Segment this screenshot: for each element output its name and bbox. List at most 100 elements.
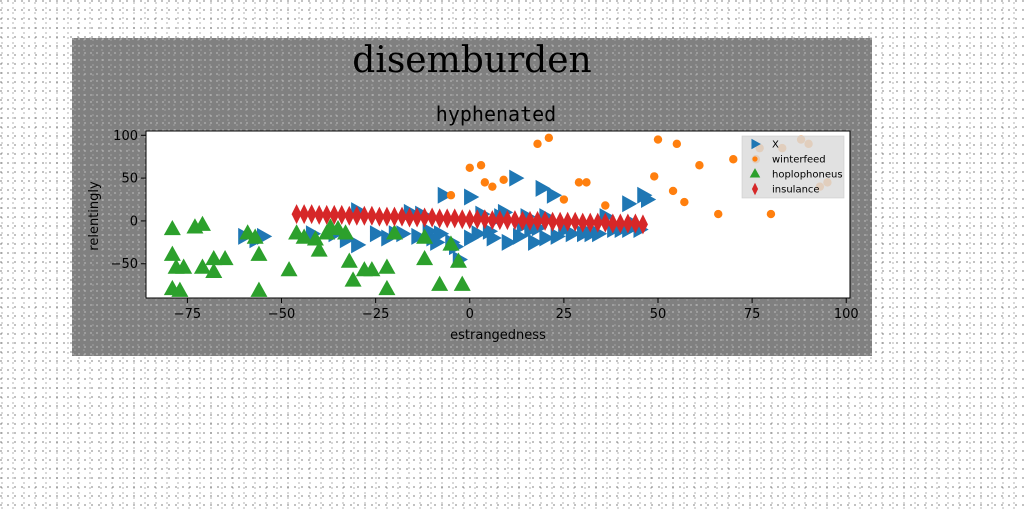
winterfeed-point-10 <box>582 178 591 187</box>
legend-marker-hoplophoneus <box>749 168 761 178</box>
hoplophoneus-point-20 <box>310 241 328 257</box>
insulance-point-42 <box>607 213 618 234</box>
insulance-point-14 <box>397 206 407 227</box>
hoplophoneus-point-0 <box>163 219 181 236</box>
legend-marker-X <box>751 138 761 150</box>
insulance-point-3 <box>314 204 325 225</box>
insulance-point-9 <box>359 205 370 226</box>
y-tick-label: 100 <box>113 129 138 144</box>
hoplophoneus-point-8 <box>193 258 211 274</box>
insulance-point-18 <box>427 207 438 228</box>
winterfeed-point-14 <box>668 186 678 196</box>
hoplophoneus-point-26 <box>344 271 362 287</box>
x-tick-label: 100 <box>834 307 859 322</box>
insulance-point-16 <box>412 207 423 228</box>
hoplophoneus-point-14 <box>250 245 268 261</box>
ticks-layer: −75 −50 −25 0 25 50 75 100 100 50 0 −50 <box>111 129 859 322</box>
legend-label-X: X <box>772 140 779 151</box>
insulance-point-13 <box>389 206 400 227</box>
hoplophoneus-point-15 <box>250 281 268 297</box>
insulance-point-39 <box>585 212 596 233</box>
legend-label-hoplophoneus: hoplophoneus <box>772 170 843 181</box>
y-tick-label: 50 <box>121 172 138 187</box>
winterfeed-point-17 <box>695 161 704 170</box>
figure-title: disemburden <box>352 40 591 81</box>
hoplophoneus-point-4 <box>171 281 189 297</box>
axes-title: hyphenated <box>436 102 556 126</box>
legend-entry-hoplophoneus: hoplophoneus <box>749 168 843 181</box>
insulance-point-0 <box>291 204 302 225</box>
series-insulance <box>291 204 648 235</box>
insulance-point-33 <box>540 210 551 231</box>
insulance-point-17 <box>419 207 430 228</box>
hoplophoneus-point-19 <box>306 230 324 246</box>
x-tick-label: −25 <box>362 307 389 322</box>
insulance-point-2 <box>306 204 317 225</box>
winterfeed-point-3 <box>480 178 490 187</box>
insulance-point-46 <box>637 214 648 235</box>
x-tick-label: −75 <box>174 307 201 322</box>
hoplophoneus-point-34 <box>431 275 449 291</box>
hoplophoneus-point-28 <box>363 261 381 277</box>
insulance-point-22 <box>457 209 468 230</box>
insulance-point-45 <box>630 213 641 234</box>
winterfeed-point-15 <box>672 139 682 149</box>
X-point-25 <box>471 225 487 243</box>
insulance-point-25 <box>479 209 490 230</box>
winterfeed-point-0 <box>446 191 456 200</box>
winterfeed-point-16 <box>680 197 689 207</box>
winterfeed-point-18 <box>714 209 723 219</box>
insulance-point-5 <box>329 204 340 225</box>
series-hoplophoneus <box>163 215 471 297</box>
hoplophoneus-point-7 <box>193 215 211 231</box>
legend-marker-insulance <box>751 182 759 196</box>
insulance-point-15 <box>404 207 415 228</box>
legend-label-winterfeed: winterfeed <box>772 155 826 166</box>
insulance-point-31 <box>525 210 535 231</box>
hoplophoneus-point-32 <box>416 228 434 244</box>
insulance-point-34 <box>547 211 558 232</box>
X-point-18 <box>433 225 450 243</box>
insulance-point-44 <box>622 213 633 234</box>
insulance-point-19 <box>434 208 445 229</box>
winterfeed-point-4 <box>488 182 497 191</box>
X-point-23 <box>464 188 480 206</box>
x-axis-label: estrangedness <box>450 328 546 343</box>
y-tick-label: 0 <box>130 214 138 229</box>
hoplophoneus-point-33 <box>416 249 434 266</box>
insulance-point-4 <box>321 204 332 225</box>
winterfeed-point-11 <box>601 201 610 210</box>
x-tick-label: 75 <box>744 307 761 322</box>
winterfeed-point-2 <box>476 161 486 170</box>
legend-label-insulance: insulance <box>772 185 820 196</box>
insulance-point-32 <box>532 210 543 231</box>
x-tick-label: −50 <box>268 307 295 322</box>
hoplophoneus-point-16 <box>280 261 298 277</box>
y-axis-label: relentingly <box>87 181 102 251</box>
x-tick-label: 0 <box>466 307 474 322</box>
winterfeed-point-13 <box>653 135 663 144</box>
insulance-point-24 <box>472 209 483 230</box>
X-point-45 <box>565 225 581 243</box>
x-tick-label: 25 <box>556 307 573 322</box>
insulance-point-8 <box>351 205 362 226</box>
insulance-point-37 <box>570 211 581 232</box>
X-point-31 <box>501 233 517 251</box>
insulance-point-21 <box>449 208 460 229</box>
hoplophoneus-point-30 <box>378 279 396 296</box>
winterfeed-point-19 <box>729 155 738 164</box>
insulance-point-36 <box>562 211 573 232</box>
X-point-48 <box>592 225 608 243</box>
hoplophoneus-point-31 <box>385 224 403 240</box>
insulance-point-38 <box>577 212 588 233</box>
X-point-41 <box>539 229 555 247</box>
x-tick-label: 50 <box>650 307 667 322</box>
insulance-point-29 <box>509 210 520 231</box>
X-point-39 <box>535 179 551 197</box>
hoplophoneus-point-1 <box>163 245 181 261</box>
insulance-point-30 <box>517 210 528 231</box>
